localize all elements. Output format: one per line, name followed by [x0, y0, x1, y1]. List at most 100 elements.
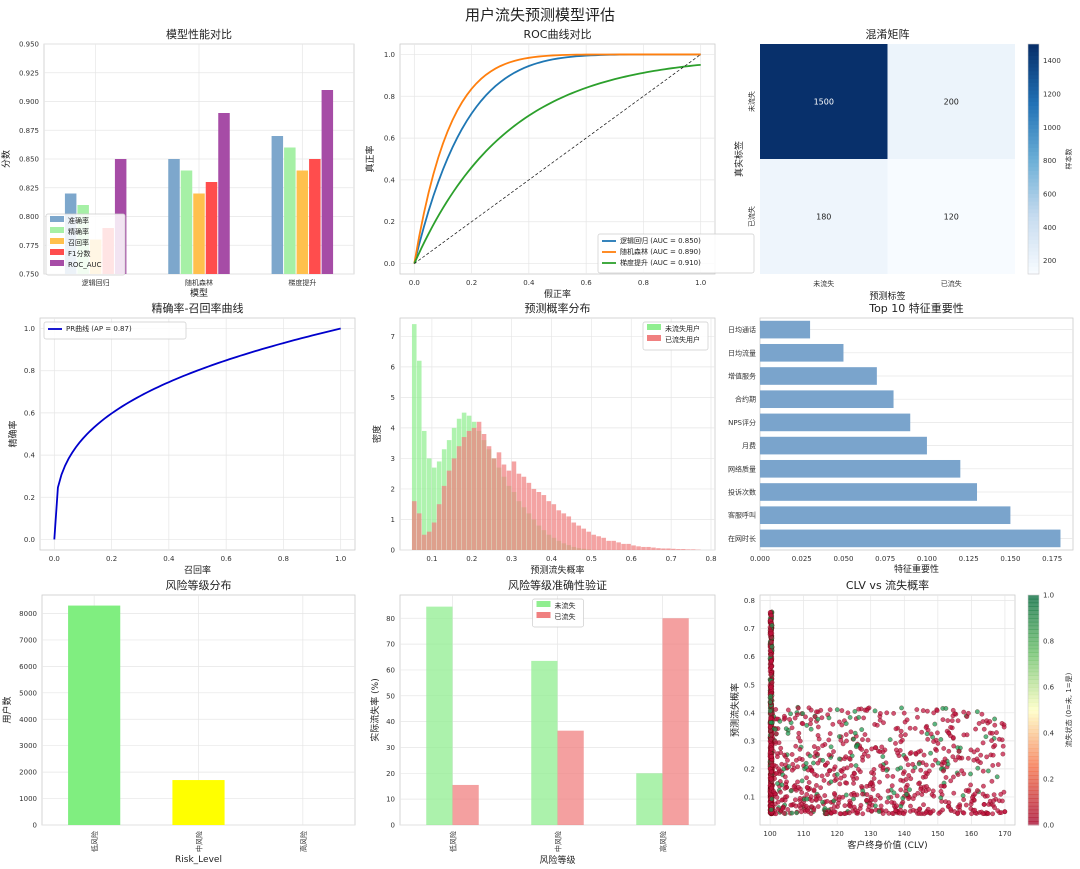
confusion-colorbar-segment	[1028, 251, 1039, 256]
clv-scatter-point	[936, 811, 942, 816]
clv-scatter-point	[898, 728, 904, 734]
prob-dist-bar	[586, 531, 591, 550]
clv-scatter-point	[921, 802, 926, 808]
clv-scatter-point	[972, 791, 978, 797]
pr-curve-xtick-label: 1.0	[335, 555, 346, 563]
clv-scatter-point	[831, 798, 837, 804]
clv-scatter-point	[848, 749, 853, 755]
clv-scatter-point	[848, 763, 854, 768]
clv-scatter-point	[898, 733, 904, 739]
clv-scatter-point	[961, 797, 966, 802]
prob-dist-bar	[461, 437, 467, 550]
roc-title: ROC曲线对比	[524, 27, 592, 41]
feature-importance-ytick-label: NPS评分	[728, 418, 756, 427]
prob-dist-bar	[481, 434, 487, 550]
clv-scatter-point	[912, 793, 918, 798]
risk-distribution-ytick-label: 6000	[19, 663, 37, 671]
risk-accuracy-legend-swatch	[536, 601, 551, 607]
clv-scatter-point	[901, 710, 907, 716]
clv-scatter-point	[992, 805, 997, 810]
prob-dist-bar	[621, 543, 626, 550]
prob-dist-bar	[526, 482, 532, 550]
clv-scatter-point	[794, 810, 799, 816]
risk-accuracy-bar	[636, 773, 663, 825]
roc-legend-label: 逻辑回归 (AUC = 0.850)	[620, 236, 701, 245]
prob-dist-bar	[416, 360, 422, 550]
clv-scatter-point	[861, 715, 866, 721]
confusion-colorbar-segment	[1028, 243, 1039, 248]
clv-scatter-point	[808, 794, 814, 799]
clv-scatter-point	[880, 754, 886, 759]
clv-scatter-point	[859, 747, 864, 752]
prob-dist-bar	[441, 485, 447, 550]
clv-scatter-point	[768, 672, 774, 677]
clv-scatter-colorbar-segment	[1028, 625, 1039, 630]
clv-scatter-ytick-label: 0.2	[744, 765, 755, 773]
prob-dist-xtick-label: 0.7	[666, 555, 677, 563]
clv-scatter-point	[996, 736, 1002, 742]
confusion-colorbar-segment	[1028, 170, 1039, 175]
pr-curve-title: 精确率-召回率曲线	[152, 301, 244, 315]
pr-curve-ytick-label: 1.0	[24, 325, 35, 333]
clv-scatter-point	[775, 799, 781, 805]
clv-scatter-point	[898, 739, 904, 745]
prob-dist-bar	[421, 430, 427, 550]
confusion-colorbar-segment	[1028, 113, 1039, 118]
prob-dist-bar	[536, 492, 542, 550]
clv-scatter-point	[910, 762, 916, 767]
clv-scatter-colorbar-tick: 0.4	[1043, 730, 1055, 738]
clv-scatter-point	[815, 746, 821, 751]
clv-scatter-point	[767, 648, 773, 654]
clv-scatter-point	[824, 798, 830, 804]
model-performance-ytick-label: 0.950	[19, 41, 39, 49]
clv-scatter-colorbar-segment	[1028, 667, 1039, 673]
clv-scatter-point	[940, 717, 946, 722]
clv-scatter-point	[799, 790, 805, 795]
clv-scatter-colorbar-segment	[1028, 621, 1039, 627]
clv-scatter-point	[943, 706, 949, 711]
clv-scatter-point	[852, 730, 858, 736]
clv-scatter-point	[769, 762, 775, 768]
confusion-cell	[887, 44, 1015, 159]
clv-scatter-point	[779, 761, 785, 767]
clv-scatter-point	[920, 708, 926, 713]
clv-scatter-point	[777, 719, 783, 724]
roc-xtick-label: 0.0	[409, 279, 420, 287]
feature-importance-xtick-label: 0.125	[959, 555, 979, 563]
clv-scatter-point	[820, 758, 826, 763]
clv-scatter-chart: CLV vs 流失概率 100 110 120 130 140 150 160 170 0.1 0.…	[729, 578, 1073, 851]
clv-scatter-point	[903, 777, 909, 782]
clv-scatter-colorbar-segment	[1028, 690, 1039, 696]
confusion-colorbar-segment	[1028, 116, 1039, 122]
clv-scatter-colorbar-segment	[1028, 786, 1039, 791]
clv-scatter-point	[790, 761, 796, 767]
clv-scatter-xtick-label: 170	[998, 830, 1011, 838]
clv-scatter-point	[942, 756, 948, 762]
clv-scatter-point	[773, 811, 779, 817]
prob-dist-bar	[446, 470, 452, 550]
prob-dist-bar	[411, 324, 417, 550]
clv-scatter-point	[981, 783, 986, 789]
clv-scatter-point	[854, 775, 860, 781]
prob-dist-ytick-label: 2	[391, 485, 395, 493]
prob-dist-ylabel: 密度	[371, 425, 383, 443]
clv-scatter-colorbar-segment	[1028, 618, 1039, 623]
clv-scatter-colorbar-segment	[1028, 710, 1039, 715]
clv-scatter-point	[941, 768, 946, 774]
clv-scatter-point	[820, 799, 825, 805]
clv-scatter-ytick-label: 0.3	[744, 737, 755, 745]
clv-scatter-point	[768, 807, 774, 813]
prob-dist-bar	[476, 421, 482, 550]
confusion-colorbar-segment	[1028, 197, 1039, 202]
clv-scatter-point	[856, 767, 861, 772]
clv-scatter-point	[865, 753, 871, 759]
clv-scatter-point	[851, 804, 857, 810]
clv-scatter-point	[916, 761, 922, 767]
risk-accuracy-ytick-label: 0	[391, 822, 395, 830]
prob-dist-legend-label: 未流失用户	[665, 324, 700, 333]
clv-scatter-point	[853, 763, 859, 768]
clv-scatter-colorbar-segment	[1028, 598, 1039, 604]
prob-dist-bar	[581, 528, 587, 550]
clv-scatter-point	[844, 780, 849, 786]
